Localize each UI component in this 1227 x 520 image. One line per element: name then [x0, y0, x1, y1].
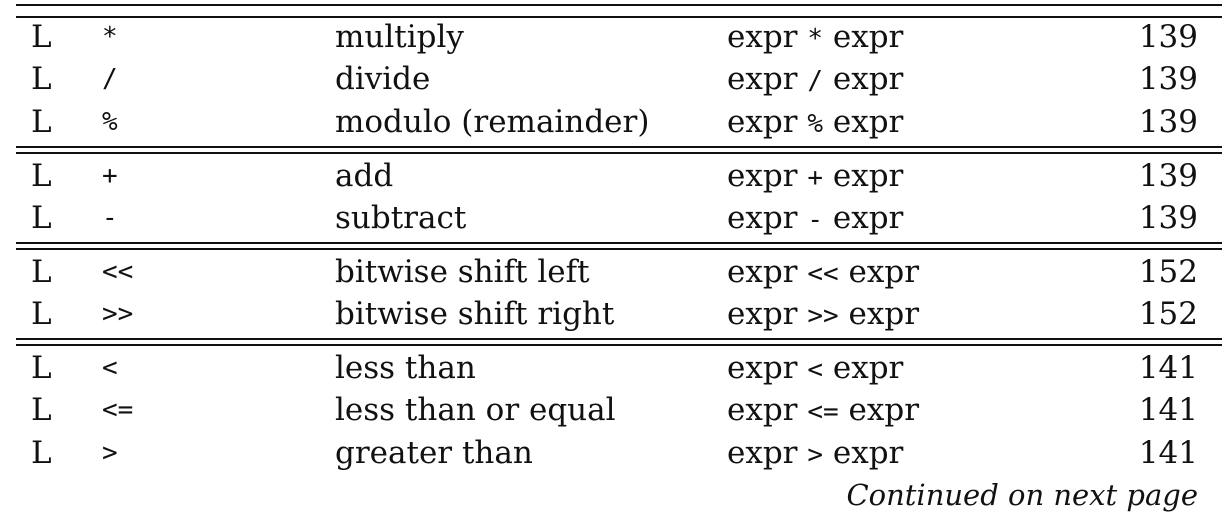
- associativity-cell: L: [31, 19, 52, 55]
- usage-cell: expr > expr: [727, 435, 904, 471]
- usage-cell: expr / expr: [727, 61, 904, 97]
- page-cell: 139: [1138, 200, 1198, 236]
- table-row: L <= less than or equal expr <= expr 141: [0, 389, 1227, 431]
- operator-cell: -: [102, 203, 118, 233]
- top-rule: [16, 4, 1222, 6]
- operator-cell: <=: [102, 395, 134, 425]
- table-row: L < less than expr < expr 141: [0, 347, 1227, 389]
- table-row: L << bitwise shift left expr << expr 152: [0, 251, 1227, 293]
- table-row: L + add expr + expr 139: [0, 155, 1227, 197]
- description-cell: subtract: [335, 200, 467, 236]
- group-divider: [16, 242, 1222, 250]
- usage-cell: expr - expr: [727, 200, 904, 236]
- usage-cell: expr < expr: [727, 350, 904, 386]
- description-cell: less than or equal: [335, 392, 616, 428]
- table-row: L % modulo (remainder) expr % expr 139: [0, 101, 1227, 143]
- group-divider: [16, 146, 1222, 154]
- page-cell: 139: [1138, 158, 1198, 194]
- page-cell: 141: [1138, 392, 1198, 428]
- operator-cell: >>: [102, 299, 134, 329]
- page-cell: 139: [1138, 104, 1198, 140]
- associativity-cell: L: [31, 158, 52, 194]
- description-cell: modulo (remainder): [335, 104, 650, 140]
- table-row: L / divide expr / expr 139: [0, 58, 1227, 100]
- group-divider: [16, 338, 1222, 346]
- usage-cell: expr % expr: [727, 104, 904, 140]
- associativity-cell: L: [31, 200, 52, 236]
- table-row: L > greater than expr > expr 141: [0, 432, 1227, 474]
- table-row: L - subtract expr - expr 139: [0, 197, 1227, 239]
- page-cell: 152: [1138, 254, 1198, 290]
- page-cell: 152: [1138, 296, 1198, 332]
- description-cell: less than: [335, 350, 476, 386]
- operator-cell: >: [102, 438, 118, 468]
- usage-cell: expr >> expr: [727, 296, 920, 332]
- operator-cell: <: [102, 353, 118, 383]
- description-cell: greater than: [335, 435, 533, 471]
- operator-cell: %: [102, 107, 118, 137]
- page-cell: 141: [1138, 435, 1198, 471]
- usage-cell: expr + expr: [727, 158, 904, 194]
- description-cell: divide: [335, 61, 431, 97]
- associativity-cell: L: [31, 296, 52, 332]
- operator-cell: *: [102, 22, 118, 52]
- page-cell: 139: [1138, 61, 1198, 97]
- page-cell: 141: [1138, 350, 1198, 386]
- operator-cell: +: [102, 161, 118, 191]
- operator-cell: /: [102, 64, 118, 94]
- usage-cell: expr <= expr: [727, 392, 920, 428]
- associativity-cell: L: [31, 61, 52, 97]
- description-cell: multiply: [335, 19, 464, 55]
- usage-cell: expr * expr: [727, 19, 904, 55]
- header-rule: [16, 16, 1222, 18]
- description-cell: bitwise shift right: [335, 296, 615, 332]
- associativity-cell: L: [31, 350, 52, 386]
- description-cell: add: [335, 158, 394, 194]
- description-cell: bitwise shift left: [335, 254, 590, 290]
- usage-cell: expr << expr: [727, 254, 920, 290]
- associativity-cell: L: [31, 104, 52, 140]
- page-cell: 139: [1138, 19, 1198, 55]
- table-row: L * multiply expr * expr 139: [0, 16, 1227, 58]
- table-row: L >> bitwise shift right expr >> expr 15…: [0, 293, 1227, 335]
- operator-cell: <<: [102, 257, 134, 287]
- continued-note: Continued on next page: [846, 478, 1198, 512]
- associativity-cell: L: [31, 254, 52, 290]
- associativity-cell: L: [31, 435, 52, 471]
- associativity-cell: L: [31, 392, 52, 428]
